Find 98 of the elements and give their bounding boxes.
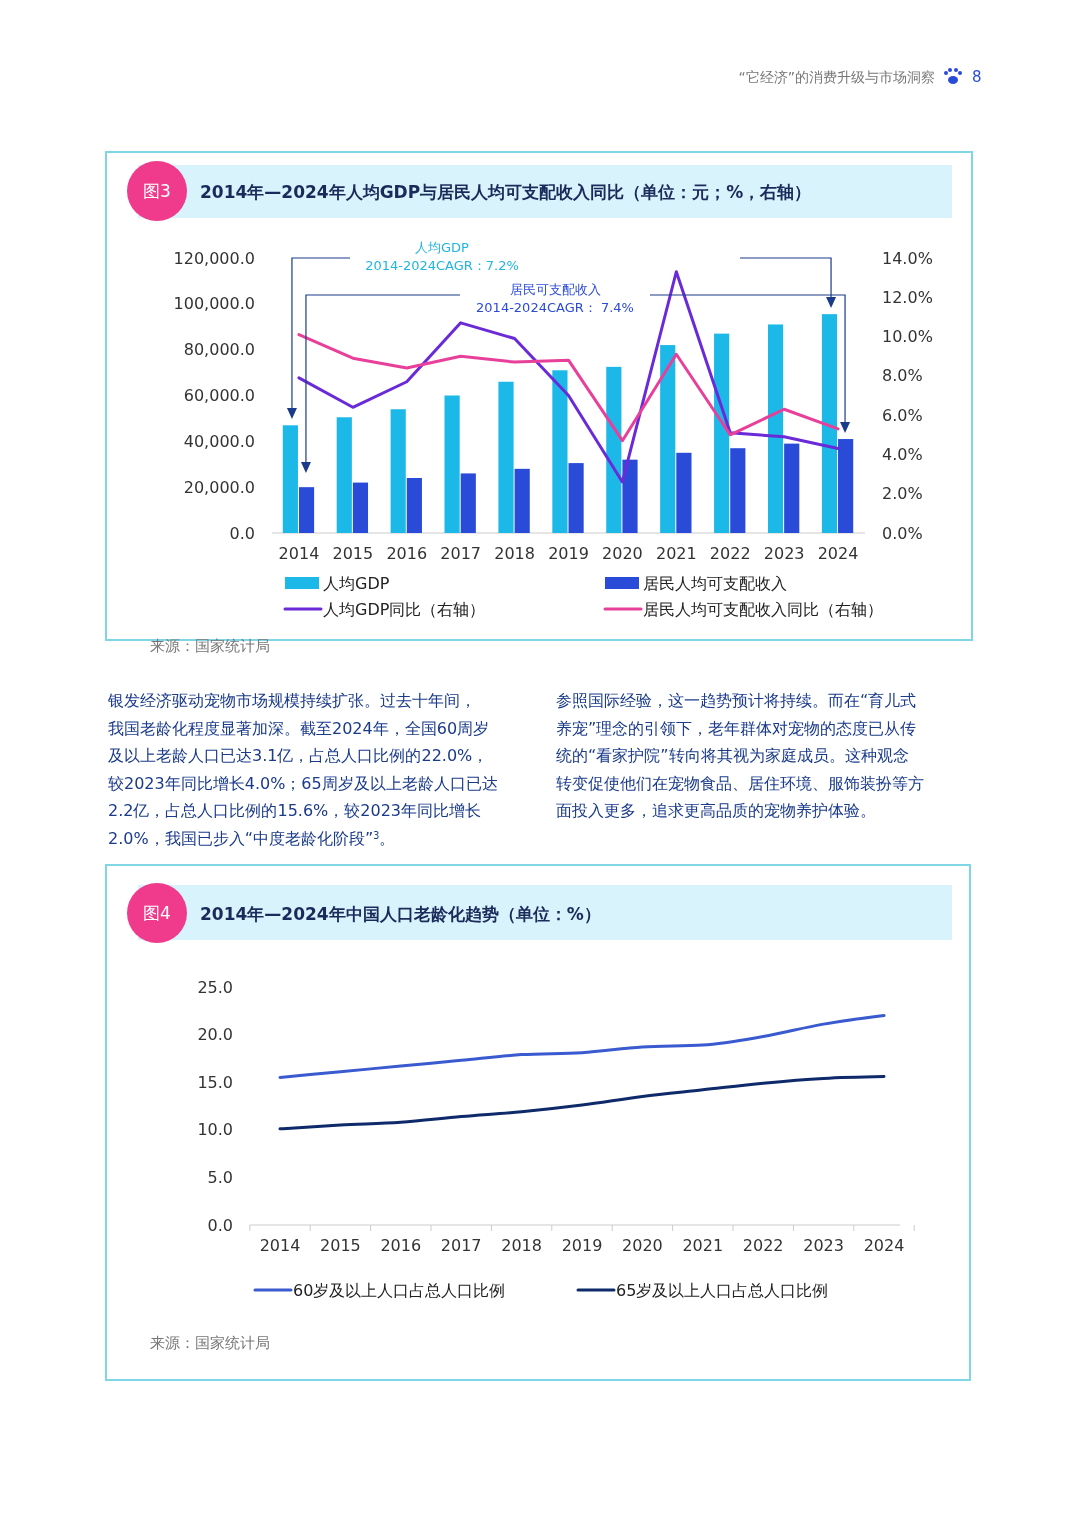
- text: 转变促使他们在宠物食品、居住环境、服饰装扮等方: [556, 773, 924, 793]
- text: 2.2亿，占总人口比例的15.6%，较2023年同比增长: [108, 801, 481, 820]
- source-note: 来源：国家统计局: [150, 1334, 270, 1352]
- annotation: 2014-2024CAGR： 7.4%: [476, 300, 634, 315]
- bar: [498, 381, 514, 533]
- y-tick-label: 100,000.0: [173, 294, 255, 314]
- text: 我国老龄化程度显著加深。截至2024年，全国60周岁: [108, 718, 490, 738]
- y2-tick-label: 8.0%: [882, 366, 923, 386]
- y-tick-label: 60,000.0: [183, 386, 255, 406]
- line-series: [297, 270, 840, 484]
- line-series: [278, 1074, 886, 1131]
- bar: [568, 463, 584, 533]
- y-tick-label: 15.0: [197, 1072, 233, 1092]
- x-tick-label: 2021: [682, 1236, 724, 1255]
- bar: [390, 409, 406, 533]
- legend-label: 人均GDP: [323, 573, 390, 593]
- bar: [606, 366, 622, 533]
- x-tick-label: 2019: [561, 1236, 603, 1255]
- y-tick-label: 80,000.0: [183, 340, 255, 360]
- legend-label: 60岁及以上人口占总人口比例: [293, 1280, 506, 1300]
- caption: 图3: [143, 180, 171, 201]
- x-tick-label: 2016: [386, 544, 428, 563]
- y-tick-label: 40,000.0: [183, 431, 255, 451]
- y-tick-label: 0.0: [229, 523, 255, 543]
- text: 及以上老龄人口已达3.1亿，占总人口比例的22.0%，: [108, 746, 489, 765]
- x-tick-label: 2022: [742, 1236, 784, 1255]
- text: 8: [972, 68, 982, 86]
- legend-label: 人均GDP同比（右轴）: [323, 599, 486, 619]
- bar: [730, 448, 746, 533]
- x-tick-label: 2016: [380, 1236, 422, 1255]
- bar: [838, 439, 854, 533]
- bar: [444, 395, 460, 533]
- text: 银发经济驱动宠物市场规模持续扩张。过去十年间，: [107, 691, 476, 710]
- text: 养宠”理念的引领下，老年群体对宠物的态度已从传: [556, 718, 917, 738]
- x-tick-label: 2022: [709, 544, 751, 563]
- x-tick-label: 2020: [622, 1236, 663, 1255]
- bar: [514, 468, 530, 533]
- bar: [282, 425, 298, 533]
- bar: [552, 370, 568, 533]
- bar: [821, 314, 838, 533]
- y2-tick-label: 10.0%: [882, 327, 933, 347]
- x-tick-label: 2021: [655, 544, 697, 563]
- bar: [622, 459, 638, 533]
- y2-tick-label: 2.0%: [882, 484, 923, 504]
- chart-title: 2014年—2024年中国人口老龄化趋势（单位：%）: [200, 904, 601, 924]
- y2-tick-label: 0.0%: [882, 523, 923, 543]
- legend-label: 居民人均可支配收入同比（右轴）: [643, 599, 883, 619]
- x-tick-label: 2024: [817, 544, 859, 563]
- x-tick-label: 2023: [803, 1236, 844, 1255]
- annotation: 居民可支配收入: [509, 282, 601, 297]
- y2-tick-label: 6.0%: [882, 405, 923, 425]
- x-tick-label: 2015: [320, 1236, 361, 1255]
- y2-tick-label: 14.0%: [882, 248, 933, 268]
- x-tick-label: 2019: [548, 544, 589, 563]
- legend-label: 居民人均可支配收入: [643, 573, 787, 593]
- bar: [676, 452, 692, 533]
- line-series: [278, 1014, 886, 1079]
- bar: [714, 333, 730, 533]
- text: 2.0%，我国已步入“中度老龄化阶段”$^{3}$。: [108, 828, 396, 848]
- text: 人均GDP: [415, 240, 470, 255]
- legend-label: 65岁及以上人口占总人口比例: [616, 1280, 829, 1300]
- text: 参照国际经验，这一趋势预计将持续。而在“育儿式: [556, 691, 917, 710]
- bar: [298, 487, 315, 533]
- line-series: [297, 333, 840, 443]
- caption: 图4: [143, 902, 171, 923]
- x-tick-label: 2015: [332, 544, 374, 563]
- text: 面投入更多，追求更高品质的宠物养护体验。: [556, 801, 876, 820]
- x-tick-label: 2023: [763, 544, 805, 563]
- bar: [460, 473, 476, 533]
- y-tick-label: 20,000.0: [183, 477, 255, 497]
- bar: [352, 482, 369, 533]
- x-tick-label: 2024: [863, 1236, 905, 1255]
- bar: [660, 345, 676, 533]
- x-tick-label: 2018: [494, 544, 535, 563]
- x-tick-label: 2017: [440, 1236, 482, 1255]
- y-tick-label: 10.0: [197, 1120, 233, 1140]
- y-tick-label: 20.0: [197, 1025, 233, 1045]
- bar: [336, 417, 352, 533]
- x-tick-label: 2020: [602, 544, 643, 563]
- bar: [406, 478, 422, 533]
- y-tick-label: 5.0: [207, 1168, 233, 1187]
- text: “它经济”的消费升级与市场洞察: [738, 69, 935, 85]
- bar: [784, 443, 800, 533]
- source-note: 来源：国家统计局: [150, 637, 270, 655]
- annotation: 2014-2024CAGR：7.2%: [365, 258, 519, 273]
- y-tick-label: 120,000.0: [173, 248, 255, 268]
- y2-tick-label: 4.0%: [882, 445, 923, 465]
- x-tick-label: 2018: [501, 1236, 542, 1255]
- bar: [767, 324, 784, 533]
- y2-tick-label: 12.0%: [882, 287, 933, 307]
- text: 统的“看家护院”转向将其视为家庭成员。这种观念: [556, 746, 909, 765]
- y-tick-label: 0.0: [207, 1215, 233, 1235]
- chart-title: 2014年—2024年人均GDP与居民人均可支配收入同比（单位：元；%，右轴）: [200, 182, 812, 202]
- x-tick-label: 2017: [440, 544, 482, 563]
- x-tick-label: 2014: [259, 1236, 301, 1255]
- y-tick-label: 25.0: [197, 977, 233, 997]
- text: 较2023年同比增长4.0%；65周岁及以上老龄人口已达: [108, 773, 498, 793]
- x-tick-label: 2014: [278, 544, 320, 563]
